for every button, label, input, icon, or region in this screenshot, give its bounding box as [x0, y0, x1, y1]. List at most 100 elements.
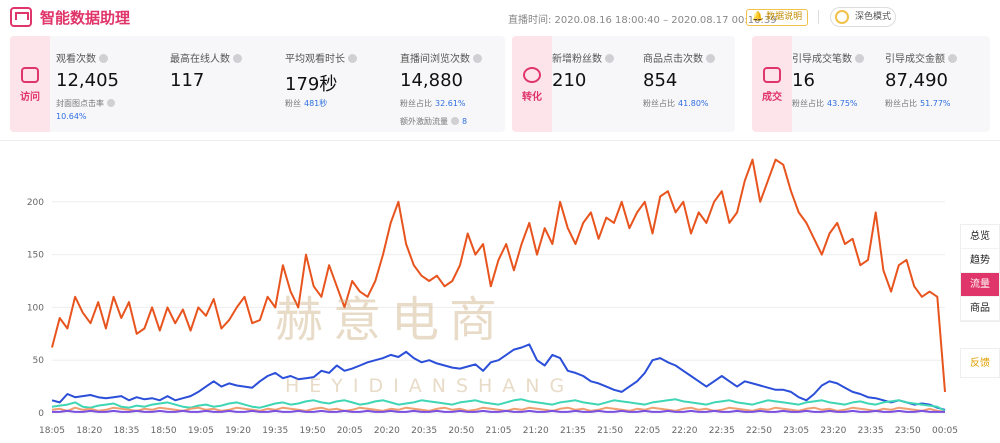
dark-mode-toggle[interactable]: 深色模式	[830, 7, 896, 27]
live-time: 直播时间: 2020.08.16 18:00:40 – 2020.08.17 0…	[508, 15, 777, 26]
y-tick-label: 150	[27, 251, 44, 261]
series-line-3	[51, 406, 946, 413]
y-tick-label: 200	[27, 198, 44, 208]
question-icon[interactable]	[99, 54, 108, 63]
metric-value: 179秒	[285, 74, 338, 95]
metric-value: 117	[170, 70, 205, 91]
x-tick-label: 20:50	[448, 426, 474, 436]
x-tick-label: 20:35	[411, 426, 437, 436]
x-tick-label: 19:50	[299, 426, 325, 436]
convert-category: 转化	[512, 36, 552, 132]
x-tick-label: 22:05	[634, 426, 660, 436]
metric-label: 新增粉丝数	[552, 50, 614, 65]
header-divider	[818, 10, 819, 24]
x-tick-label: 20:05	[337, 426, 363, 436]
metric-value: 87,490	[885, 70, 948, 91]
series-line-4	[52, 409, 945, 413]
metric-label: 引导成交笔数	[792, 50, 864, 65]
x-tick-label: 21:50	[597, 426, 623, 436]
x-tick-label: 22:50	[746, 426, 772, 436]
question-icon[interactable]	[348, 54, 357, 63]
x-tick-label: 21:35	[560, 426, 586, 436]
app-logo-icon	[10, 7, 32, 27]
metric-extra: 额外激励流量 8	[400, 117, 468, 126]
metric-value: 854	[643, 70, 678, 91]
x-tick-label: 18:35	[113, 426, 139, 436]
series-line-1	[51, 343, 946, 411]
metric-sub: 粉丝占比 51.77%	[885, 99, 951, 108]
x-tick-label: 21:20	[523, 426, 549, 436]
series-line-2	[51, 398, 946, 412]
series-line-0	[51, 158, 946, 392]
question-icon[interactable]	[605, 54, 614, 63]
metric-sub: 封面图点击率	[56, 98, 115, 109]
deal-panel: 成交 引导成交笔数 16 粉丝占比 43.75% 引导成交金额 87,490 粉丝…	[752, 36, 990, 132]
metric-label: 最高在线人数	[170, 50, 242, 65]
visit-category: 访问	[10, 36, 50, 132]
metric-label: 平均观看时长	[285, 50, 357, 65]
x-tick-label: 23:50	[895, 426, 921, 436]
question-icon[interactable]	[233, 54, 242, 63]
metric-sub: 粉丝占比 32.61%	[400, 99, 466, 108]
side-nav-trend[interactable]: 趋势	[961, 249, 999, 273]
question-icon[interactable]	[855, 54, 864, 63]
deal-category-label: 成交	[762, 92, 782, 103]
section-divider	[0, 140, 1000, 141]
metric-sub-value: 10.64%	[56, 112, 87, 121]
deal-category: 成交	[752, 36, 792, 132]
question-icon[interactable]	[706, 54, 715, 63]
app-title: 智能数据助理	[40, 9, 131, 27]
dark-mode-label: 深色模式	[855, 12, 892, 22]
x-tick-label: 19:35	[262, 426, 288, 436]
y-tick-label: 50	[33, 356, 45, 366]
metric-value: 14,880	[400, 70, 463, 91]
visit-category-label: 访问	[20, 92, 40, 103]
visit-panel: 访问 观看次数 12,405 封面图点击率 10.64% 最高在线人数 117 …	[10, 36, 505, 132]
question-icon[interactable]	[948, 54, 957, 63]
top-bar: 智能数据助理 直播时间: 2020.08.16 18:00:40 – 2020.…	[0, 0, 1000, 34]
x-tick-label: 19:05	[188, 426, 214, 436]
side-nav: 总览 趋势 流量 商品	[960, 224, 1000, 322]
x-tick-label: 21:05	[486, 426, 512, 436]
x-tick-label: 20:20	[374, 426, 400, 436]
toggle-knob-icon	[835, 10, 849, 24]
traffic-line-chart: 0 50 100 150 200 18:05 18:20 18:35 18:50 19:05 19:…	[27, 158, 958, 436]
question-icon[interactable]	[473, 54, 482, 63]
convert-panel: 转化 新增粉丝数 210 商品点击次数 854 粉丝占比 41.80%	[512, 36, 735, 132]
user-icon	[523, 67, 541, 83]
x-tick-label: 23:05	[783, 426, 809, 436]
watermark-text: 赫意电商	[275, 292, 508, 348]
metric-value: 210	[552, 70, 587, 91]
metric-value: 12,405	[56, 70, 119, 91]
x-tick-label: 22:35	[709, 426, 735, 436]
metric-sub: 粉丝占比 43.75%	[792, 99, 858, 108]
metric-label: 商品点击次数	[643, 50, 715, 65]
feedback-button[interactable]: 反馈	[960, 348, 1000, 378]
metric-sub: 粉丝 481秒	[285, 99, 328, 108]
watermark-sub: HEYIDIANSHANG	[285, 375, 575, 397]
data-help-button[interactable]: 🔔 数据说明	[746, 9, 809, 26]
metric-sub: 粉丝占比 41.80%	[643, 99, 709, 108]
metric-value: 16	[792, 70, 815, 91]
eye-icon	[21, 67, 39, 83]
x-tick-label: 23:20	[820, 426, 846, 436]
side-nav-traffic[interactable]: 流量	[961, 273, 999, 297]
metric-label: 直播间浏览次数	[400, 50, 482, 65]
question-icon[interactable]	[107, 99, 115, 107]
y-tick-label: 100	[27, 303, 44, 313]
x-tick-label: 23:35	[858, 426, 884, 436]
side-nav-overview[interactable]: 总览	[961, 225, 999, 249]
metric-label: 观看次数	[56, 50, 108, 65]
question-icon[interactable]	[451, 117, 459, 125]
data-help-label: 数据说明	[766, 12, 803, 22]
x-tick-label: 22:20	[672, 426, 698, 436]
cart-icon	[763, 67, 781, 83]
x-tick-label: 18:20	[76, 426, 102, 436]
x-tick-label: 18:50	[151, 426, 177, 436]
y-tick-label: 0	[38, 409, 44, 419]
convert-category-label: 转化	[522, 92, 542, 103]
x-tick-label: 19:20	[225, 426, 251, 436]
metric-label: 引导成交金额	[885, 50, 957, 65]
x-tick-label: 18:05	[39, 426, 65, 436]
side-nav-products[interactable]: 商品	[961, 297, 999, 321]
